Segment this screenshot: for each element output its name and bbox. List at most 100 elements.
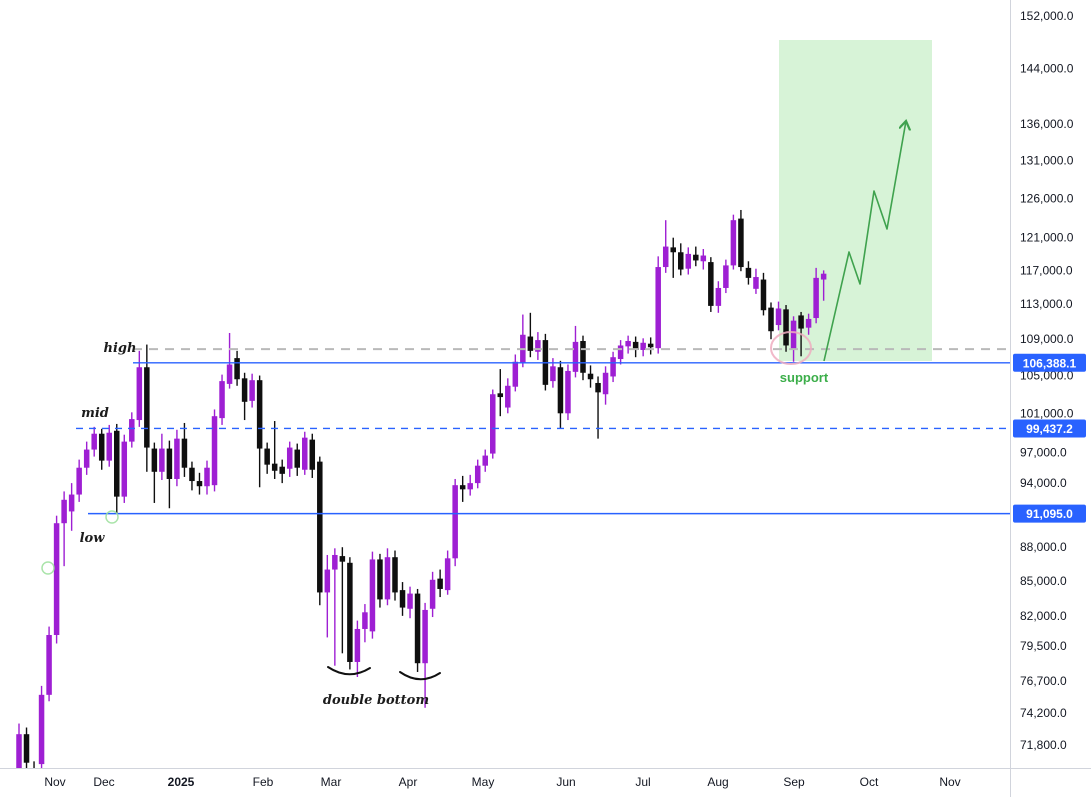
candle-body (159, 448, 165, 472)
candle-wick (499, 369, 501, 417)
candle-up (106, 424, 112, 467)
projection-box[interactable] (779, 40, 932, 361)
candle-body (670, 247, 676, 253)
high-label[interactable]: high (104, 341, 137, 356)
highlight-circle[interactable] (770, 331, 812, 365)
candle-body (98, 433, 105, 461)
projection-zone[interactable] (779, 40, 932, 361)
candle-body (715, 287, 722, 306)
candle-down (399, 582, 406, 616)
candle-body (407, 593, 413, 609)
candle-body (422, 609, 428, 664)
candle-up (775, 301, 782, 331)
time-tick-label: Nov (939, 775, 960, 789)
bottom-arc[interactable] (327, 666, 371, 676)
candle-up (610, 351, 616, 383)
price-tick-label: 126,000.0 (1020, 191, 1074, 205)
double-bottom-label[interactable]: double bottom (323, 693, 429, 708)
candle-body (38, 694, 45, 765)
candle-down (23, 727, 30, 768)
price-axis-tags: 106,388.1 99,437.2 91,095.0 (1013, 353, 1086, 523)
candle-body (114, 430, 120, 497)
candle-wick (153, 442, 156, 503)
candle-body (572, 341, 579, 372)
candle-down (414, 588, 421, 672)
candle-wick (326, 554, 329, 638)
candle-body (610, 357, 616, 377)
candle-body (535, 340, 541, 352)
chart-annotations[interactable]: high mid low double bottom support (80, 341, 829, 708)
candle-down (557, 360, 564, 429)
price-tag (1013, 504, 1086, 523)
candle-down (497, 369, 504, 417)
price-tick-label: 71,800.0 (1020, 738, 1067, 752)
candle-down (241, 372, 248, 421)
candle-body (798, 315, 804, 329)
highlight-circle[interactable] (105, 510, 119, 524)
candle-down (317, 456, 323, 606)
time-tick-label: Jun (556, 775, 575, 789)
candle-body (76, 467, 82, 495)
candle-wick (597, 376, 599, 439)
price-tick-label: 121,000.0 (1020, 231, 1074, 245)
candle-body (550, 366, 556, 382)
candle-body (264, 448, 270, 465)
candle-body (708, 262, 714, 306)
candle-body (745, 267, 752, 278)
bottom-arc[interactable] (399, 671, 441, 681)
candle-body (753, 277, 759, 289)
candle-body (512, 361, 519, 387)
candle-down (760, 272, 767, 316)
candle-up (76, 459, 82, 502)
candle-body (294, 449, 300, 468)
candle-up (655, 256, 661, 354)
candle-body (490, 394, 496, 454)
candle-body (61, 499, 67, 524)
highlight-circle[interactable] (41, 561, 55, 575)
price-axis[interactable]: 152,000.0 144,000.0 136,000.0 131,000.0 126,… (1020, 9, 1074, 752)
candle-down (234, 350, 240, 386)
candle-body (317, 461, 323, 593)
candle-body (234, 358, 240, 380)
projection-arrow[interactable] (823, 121, 906, 362)
chart-drawings[interactable] (41, 121, 906, 681)
candle-body (444, 558, 451, 591)
candle-down (587, 365, 594, 388)
candle-up (444, 550, 451, 595)
candle-down (670, 237, 676, 278)
candle-body (775, 308, 782, 326)
candle-wick (822, 270, 825, 301)
candle-body (452, 485, 458, 559)
time-tick-label: Oct (860, 775, 879, 789)
support-resistance-lines[interactable] (76, 348, 1013, 515)
candle-body (467, 483, 473, 490)
candle-body (527, 336, 534, 351)
candle-up (662, 220, 669, 273)
candle-up (369, 551, 376, 639)
candle-body (685, 253, 692, 269)
candle-up (46, 626, 52, 702)
candle-up (572, 325, 579, 378)
candle-wick (672, 237, 674, 278)
support-label[interactable]: support (780, 370, 829, 385)
time-axis[interactable]: Nov Dec 2025 Feb Mar Apr May Jun Jul Aug Sep Oct Nov (44, 775, 960, 789)
mid-label[interactable]: mid (81, 406, 109, 421)
candle-body (377, 559, 383, 600)
candle-body (399, 590, 406, 608)
candle-body (309, 439, 316, 470)
candle-body (16, 734, 22, 768)
candle-down (678, 243, 684, 276)
price-tick-label: 109,000.0 (1020, 332, 1074, 346)
candle-down (279, 459, 285, 484)
low-label[interactable]: low (80, 531, 106, 546)
time-tick-label: Dec (93, 775, 114, 789)
candle-up (813, 267, 819, 324)
candle-body (429, 579, 436, 609)
candle-wick (529, 312, 532, 358)
candle-up (38, 685, 45, 768)
price-tag (1013, 353, 1086, 372)
candle-up (753, 268, 759, 294)
